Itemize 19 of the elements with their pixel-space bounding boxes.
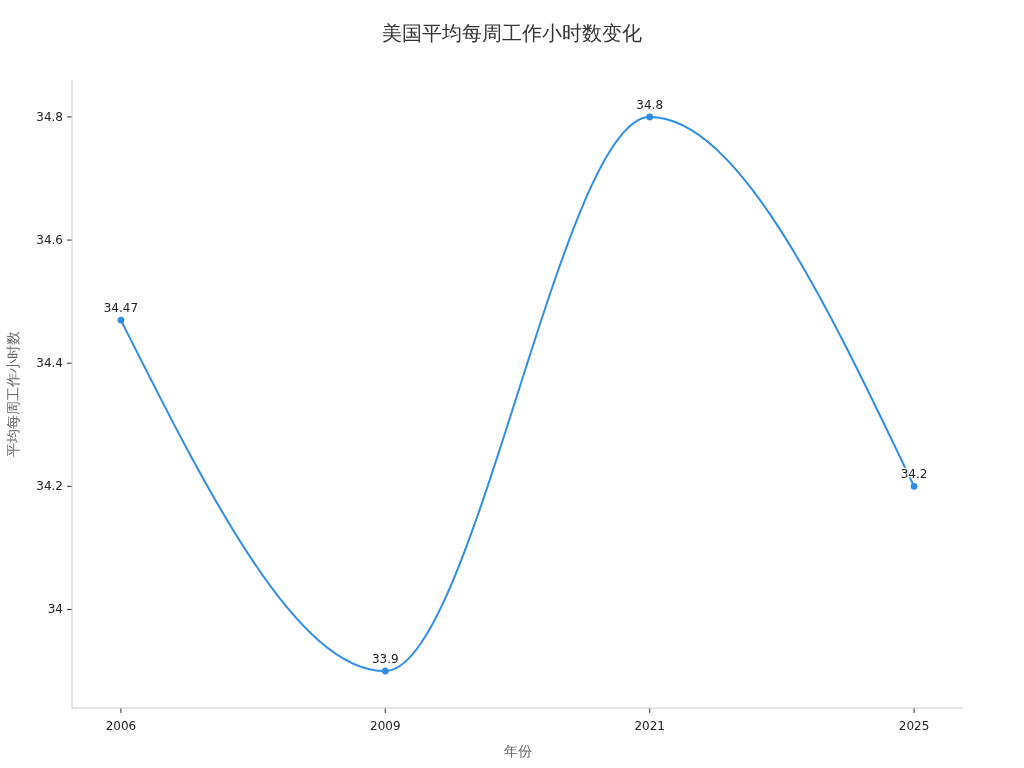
y-tick-label: 34.6 (36, 233, 63, 248)
y-tick-label: 34.4 (36, 356, 63, 371)
point (646, 113, 654, 121)
x-tick-label: 2025 (898, 719, 930, 733)
x-tick-label: 2006 (105, 719, 137, 733)
x-tick-label: 2021 (634, 719, 665, 733)
y-tick-label: 34 (47, 602, 63, 617)
data-label: 34.47 (103, 301, 139, 316)
y-tick-label: 34.2 (36, 479, 63, 494)
point (910, 482, 918, 490)
data-label: 34.8 (636, 97, 664, 112)
x-tick-label: 2009 (370, 719, 401, 733)
point (381, 667, 389, 675)
point (117, 316, 125, 324)
data-label: 33.9 (371, 652, 399, 667)
chart-title: 美国平均每周工作小时数变化 (382, 21, 642, 45)
x-axis-title: 年份 (503, 743, 532, 759)
y-axis-title: 平均每周工作小时数 (5, 331, 21, 457)
y-tick-label: 34.8 (36, 109, 63, 124)
